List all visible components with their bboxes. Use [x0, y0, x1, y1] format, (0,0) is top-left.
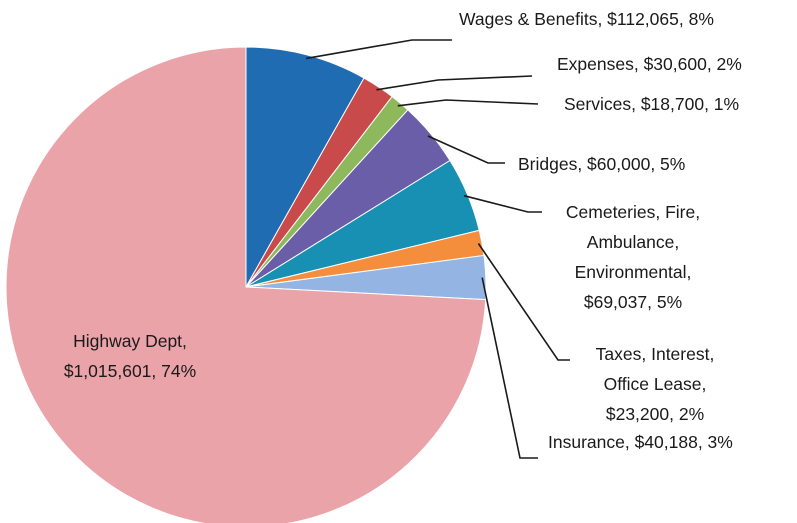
slice-label-bridges: Bridges, $60,000, 5%	[518, 154, 685, 174]
leader-line-services	[397, 99, 539, 107]
leader-line-expenses	[376, 75, 533, 91]
slice-label-wages-benefits: Wages & Benefits, $112,065, 8%	[459, 9, 714, 29]
pie-slice-highway-dept	[5, 46, 487, 523]
pie-slice-wages-benefits	[245, 46, 365, 289]
slice-label-services: Services, $18,700, 1%	[564, 94, 739, 114]
pie-slices	[5, 46, 487, 523]
slice-label-taxes: Taxes, Interest, Office Lease, $23,200, 2%	[596, 344, 715, 424]
leader-line-cemeteries-fire-ambulance-environmental	[463, 194, 542, 213]
slice-label-cemeteries: Cemeteries, Fire, Ambulance, Environmental…	[566, 202, 700, 312]
slice-label-expenses: Expenses, $30,600, 2%	[557, 54, 742, 74]
leader-lines	[305, 39, 570, 459]
slice-label-highway-dept: Highway Dept, $1,015,601, 74%	[64, 331, 196, 381]
leader-line-taxes-interest-office-lease	[477, 243, 570, 361]
leader-line-insurance	[481, 277, 538, 459]
leader-line-wages-benefits	[305, 39, 452, 60]
slice-label-insurance: Insurance, $40,188, 3%	[548, 432, 733, 452]
leader-line-bridges	[427, 135, 505, 164]
